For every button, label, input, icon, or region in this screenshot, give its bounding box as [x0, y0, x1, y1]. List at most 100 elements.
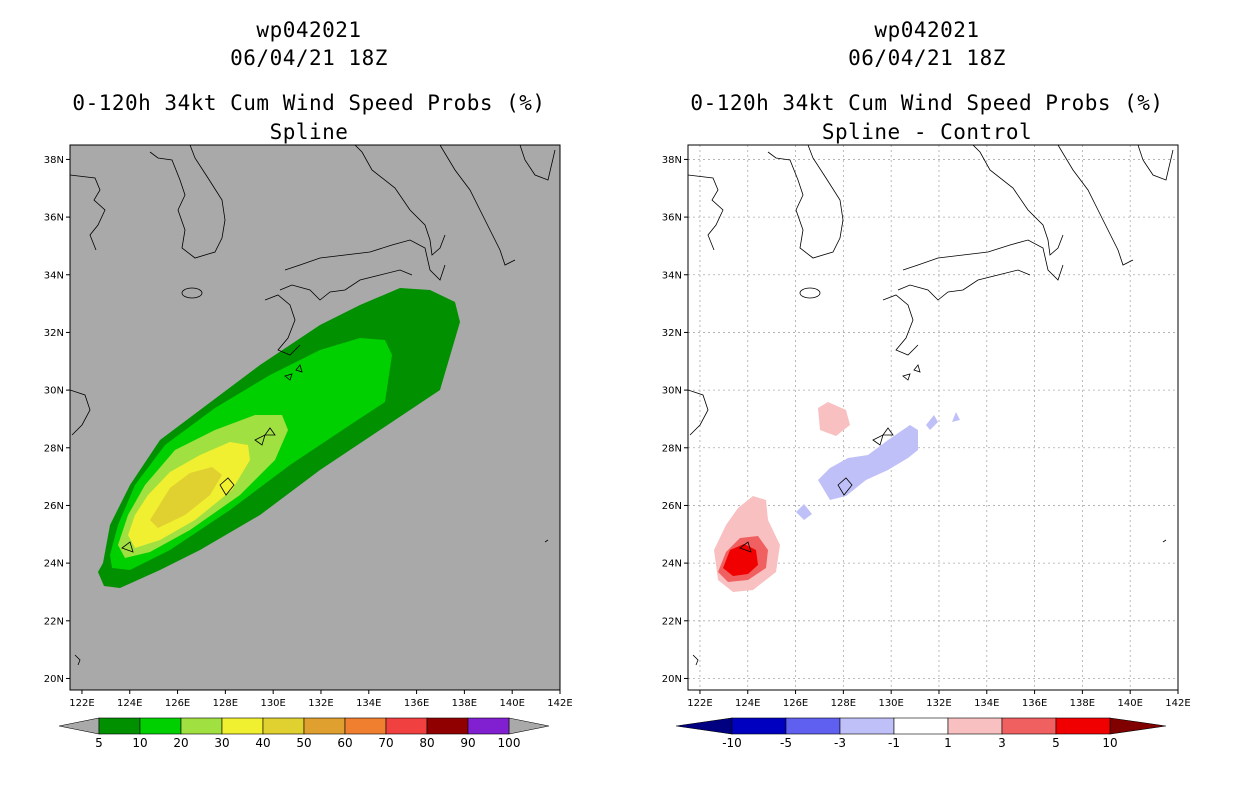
colorbar-label: 40 — [255, 736, 270, 750]
storm-id-title: wp042021 — [874, 18, 980, 42]
colorbar-swatch — [344, 717, 387, 735]
lat-tick-label: 20N — [44, 674, 64, 685]
lon-tick-label: 142E — [547, 698, 572, 709]
lat-tick-label: 32N — [44, 328, 64, 339]
colorbar-swatch — [426, 717, 469, 735]
colorbar-swatch — [731, 717, 787, 735]
probability-map: 122E 124E 126E 128E 130E 132E 134E 136E 138E 140E… — [44, 144, 573, 709]
colorbar-label: 30 — [214, 736, 229, 750]
lon-tick-label: 134E — [356, 698, 381, 709]
lat-tick-label: 26N — [662, 501, 682, 512]
lon-tick-label: 130E — [260, 698, 285, 709]
colorbar-label: 5 — [1052, 736, 1060, 750]
storm-id-title: wp042021 — [256, 18, 362, 42]
colorbar-label: -5 — [780, 736, 792, 750]
map-axes: 122E 124E 126E 128E 130E 132E 134E 136E 138E 140E… — [44, 155, 573, 709]
map-gridlines — [688, 145, 1178, 690]
map-axes: 122E 124E 126E 128E 130E 132E 134E 136E 138E 140E… — [662, 155, 1191, 709]
lat-tick-label: 28N — [662, 443, 682, 454]
lat-tick-label: 24N — [44, 559, 64, 570]
colorbar-high-arrow — [508, 717, 550, 735]
colorbar-label: 90 — [460, 736, 475, 750]
colorbar-label: 50 — [296, 736, 311, 750]
map-frame — [69, 144, 561, 691]
lon-tick-label: 126E — [165, 698, 190, 709]
lat-tick-label: 22N — [662, 616, 682, 627]
colorbar-swatch — [385, 717, 428, 735]
colorbar-label: 70 — [378, 736, 393, 750]
lat-tick-label: 30N — [662, 386, 682, 397]
colorbar-low-arrow — [58, 717, 100, 735]
diff-negative — [818, 425, 918, 500]
lat-tick-label: 24N — [662, 559, 682, 570]
lat-tick-label: 20N — [662, 674, 682, 685]
lon-tick-label: 132E — [308, 698, 333, 709]
lon-tick-label: 132E — [926, 698, 951, 709]
coastline-outline — [70, 145, 556, 666]
colorbar-label: -1 — [888, 736, 900, 750]
colorbar-swatch — [1055, 717, 1111, 735]
colorbar-swatch — [1001, 717, 1057, 735]
diff-negative-small-2 — [926, 415, 938, 430]
lon-tick-label: 138E — [452, 698, 477, 709]
colorbar-swatch — [221, 717, 264, 735]
colorbar-label: -10 — [722, 736, 742, 750]
colorbar-low-arrow — [675, 717, 733, 735]
colorbar-label: 1 — [944, 736, 952, 750]
colorbar-label: 10 — [1102, 736, 1117, 750]
coastline-outline — [688, 145, 1174, 666]
datetime-title: 06/04/21 18Z — [848, 46, 1006, 70]
lat-tick-label: 28N — [44, 443, 64, 454]
colorbar-swatch — [947, 717, 1003, 735]
colorbar-label: 10 — [132, 736, 147, 750]
lon-tick-label: 134E — [974, 698, 999, 709]
colorbar-swatch — [467, 717, 510, 735]
lon-tick-label: 128E — [213, 698, 238, 709]
colorbar-swatch — [893, 717, 949, 735]
lon-tick-label: 138E — [1070, 698, 1095, 709]
colorbar-swatch — [262, 717, 305, 735]
lon-tick-label: 140E — [1117, 698, 1142, 709]
colorbar-swatch — [98, 717, 141, 735]
diff-positive-north — [818, 402, 850, 436]
lon-tick-label: 128E — [831, 698, 856, 709]
colorbar-label: 20 — [173, 736, 188, 750]
probability-colorbar: 5 10 20 30 40 50 60 70 80 90 100 — [58, 717, 550, 750]
lat-tick-label: 38N — [662, 155, 682, 166]
difference-map: 122E 124E 126E 128E 130E 132E 134E 136E 138E 140E… — [662, 144, 1191, 709]
lat-tick-label: 36N — [44, 213, 64, 224]
lat-tick-label: 32N — [662, 328, 682, 339]
lon-tick-label: 126E — [783, 698, 808, 709]
lat-tick-label: 36N — [662, 213, 682, 224]
subtitle: Spline - Control — [821, 120, 1033, 144]
lon-tick-label: 136E — [1022, 698, 1047, 709]
lat-tick-label: 22N — [44, 616, 64, 627]
lon-tick-label: 140E — [499, 698, 524, 709]
product-title: 0-120h 34kt Cum Wind Speed Probs (%) — [690, 91, 1164, 115]
lon-tick-label: 122E — [69, 698, 94, 709]
diff-negative-small-3 — [952, 412, 960, 422]
lat-tick-label: 34N — [44, 270, 64, 281]
colorbar-swatch — [839, 717, 895, 735]
difference-panel: wp042021 06/04/21 18Z 0-120h 34kt Cum Wi… — [618, 0, 1236, 800]
lon-tick-label: 124E — [735, 698, 760, 709]
colorbar-label: 100 — [498, 736, 521, 750]
lat-tick-label: 34N — [662, 270, 682, 281]
colorbar-swatch — [303, 717, 346, 735]
colorbar-label: 60 — [337, 736, 352, 750]
lon-tick-label: 142E — [1165, 698, 1190, 709]
product-title: 0-120h 34kt Cum Wind Speed Probs (%) — [72, 91, 546, 115]
difference-colorbar: -10 -5 -3 -1 1 3 5 10 — [675, 717, 1167, 750]
datetime-title: 06/04/21 18Z — [230, 46, 388, 70]
spline-panel: wp042021 06/04/21 18Z 0-120h 34kt Cum Wi… — [44, 18, 573, 750]
lat-tick-label: 26N — [44, 501, 64, 512]
lat-tick-label: 38N — [44, 155, 64, 166]
colorbar-label: 80 — [419, 736, 434, 750]
prob-contour-40 — [150, 467, 222, 528]
diff-positive-5 — [723, 544, 758, 576]
lon-tick-label: 124E — [117, 698, 142, 709]
lon-tick-label: 136E — [404, 698, 429, 709]
lon-tick-label: 130E — [878, 698, 903, 709]
colorbar-label: 3 — [998, 736, 1006, 750]
colorbar-high-arrow — [1109, 717, 1167, 735]
